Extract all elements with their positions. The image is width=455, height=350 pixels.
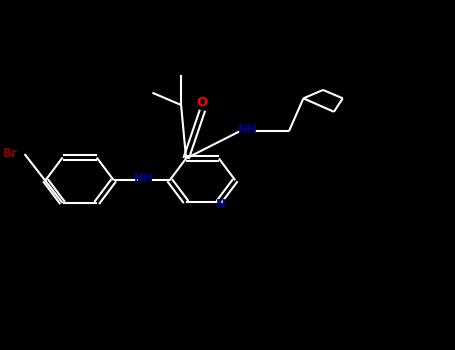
Text: NH: NH [133,172,153,185]
Text: O: O [197,96,208,109]
Text: N: N [216,198,226,211]
Text: NH: NH [238,123,258,136]
Text: Br: Br [3,147,17,161]
